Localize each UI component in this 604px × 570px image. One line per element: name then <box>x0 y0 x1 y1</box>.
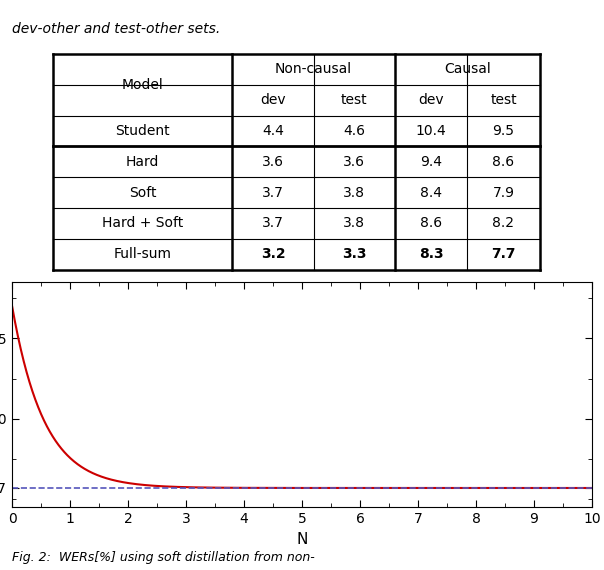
Text: 8.2: 8.2 <box>492 217 515 230</box>
Text: Hard + Soft: Hard + Soft <box>102 217 183 230</box>
Text: Student: Student <box>115 124 170 138</box>
Text: Full-sum: Full-sum <box>114 247 172 261</box>
Text: 4.4: 4.4 <box>262 124 284 138</box>
Text: 3.2: 3.2 <box>261 247 285 261</box>
Text: Fig. 2:  WERs[%] using soft distillation from non-: Fig. 2: WERs[%] using soft distillation … <box>12 551 315 564</box>
Text: dev: dev <box>260 93 286 107</box>
Text: Model: Model <box>121 78 164 92</box>
Text: Causal: Causal <box>444 62 490 76</box>
X-axis label: N: N <box>297 532 307 547</box>
Text: Soft: Soft <box>129 186 156 199</box>
Text: 9.4: 9.4 <box>420 155 442 169</box>
Text: dev: dev <box>418 93 444 107</box>
Text: 4.6: 4.6 <box>343 124 365 138</box>
Text: dev-other and test-other sets.: dev-other and test-other sets. <box>12 22 220 36</box>
Text: 3.8: 3.8 <box>343 186 365 199</box>
Text: Hard: Hard <box>126 155 159 169</box>
Text: 3.8: 3.8 <box>343 217 365 230</box>
Text: 8.6: 8.6 <box>492 155 515 169</box>
Text: 3.6: 3.6 <box>262 155 284 169</box>
Text: 9.5: 9.5 <box>492 124 515 138</box>
Text: 8.4: 8.4 <box>420 186 442 199</box>
Text: 3.7: 3.7 <box>262 217 284 230</box>
Text: 8.3: 8.3 <box>419 247 443 261</box>
Text: 7.9: 7.9 <box>492 186 515 199</box>
Text: 3.6: 3.6 <box>343 155 365 169</box>
Text: 8.6: 8.6 <box>420 217 442 230</box>
Text: 7.7: 7.7 <box>491 247 516 261</box>
Text: test: test <box>490 93 517 107</box>
Text: 3.7: 3.7 <box>262 186 284 199</box>
Text: Non-causal: Non-causal <box>275 62 352 76</box>
Text: 3.3: 3.3 <box>342 247 367 261</box>
Text: test: test <box>341 93 367 107</box>
Text: 10.4: 10.4 <box>416 124 446 138</box>
